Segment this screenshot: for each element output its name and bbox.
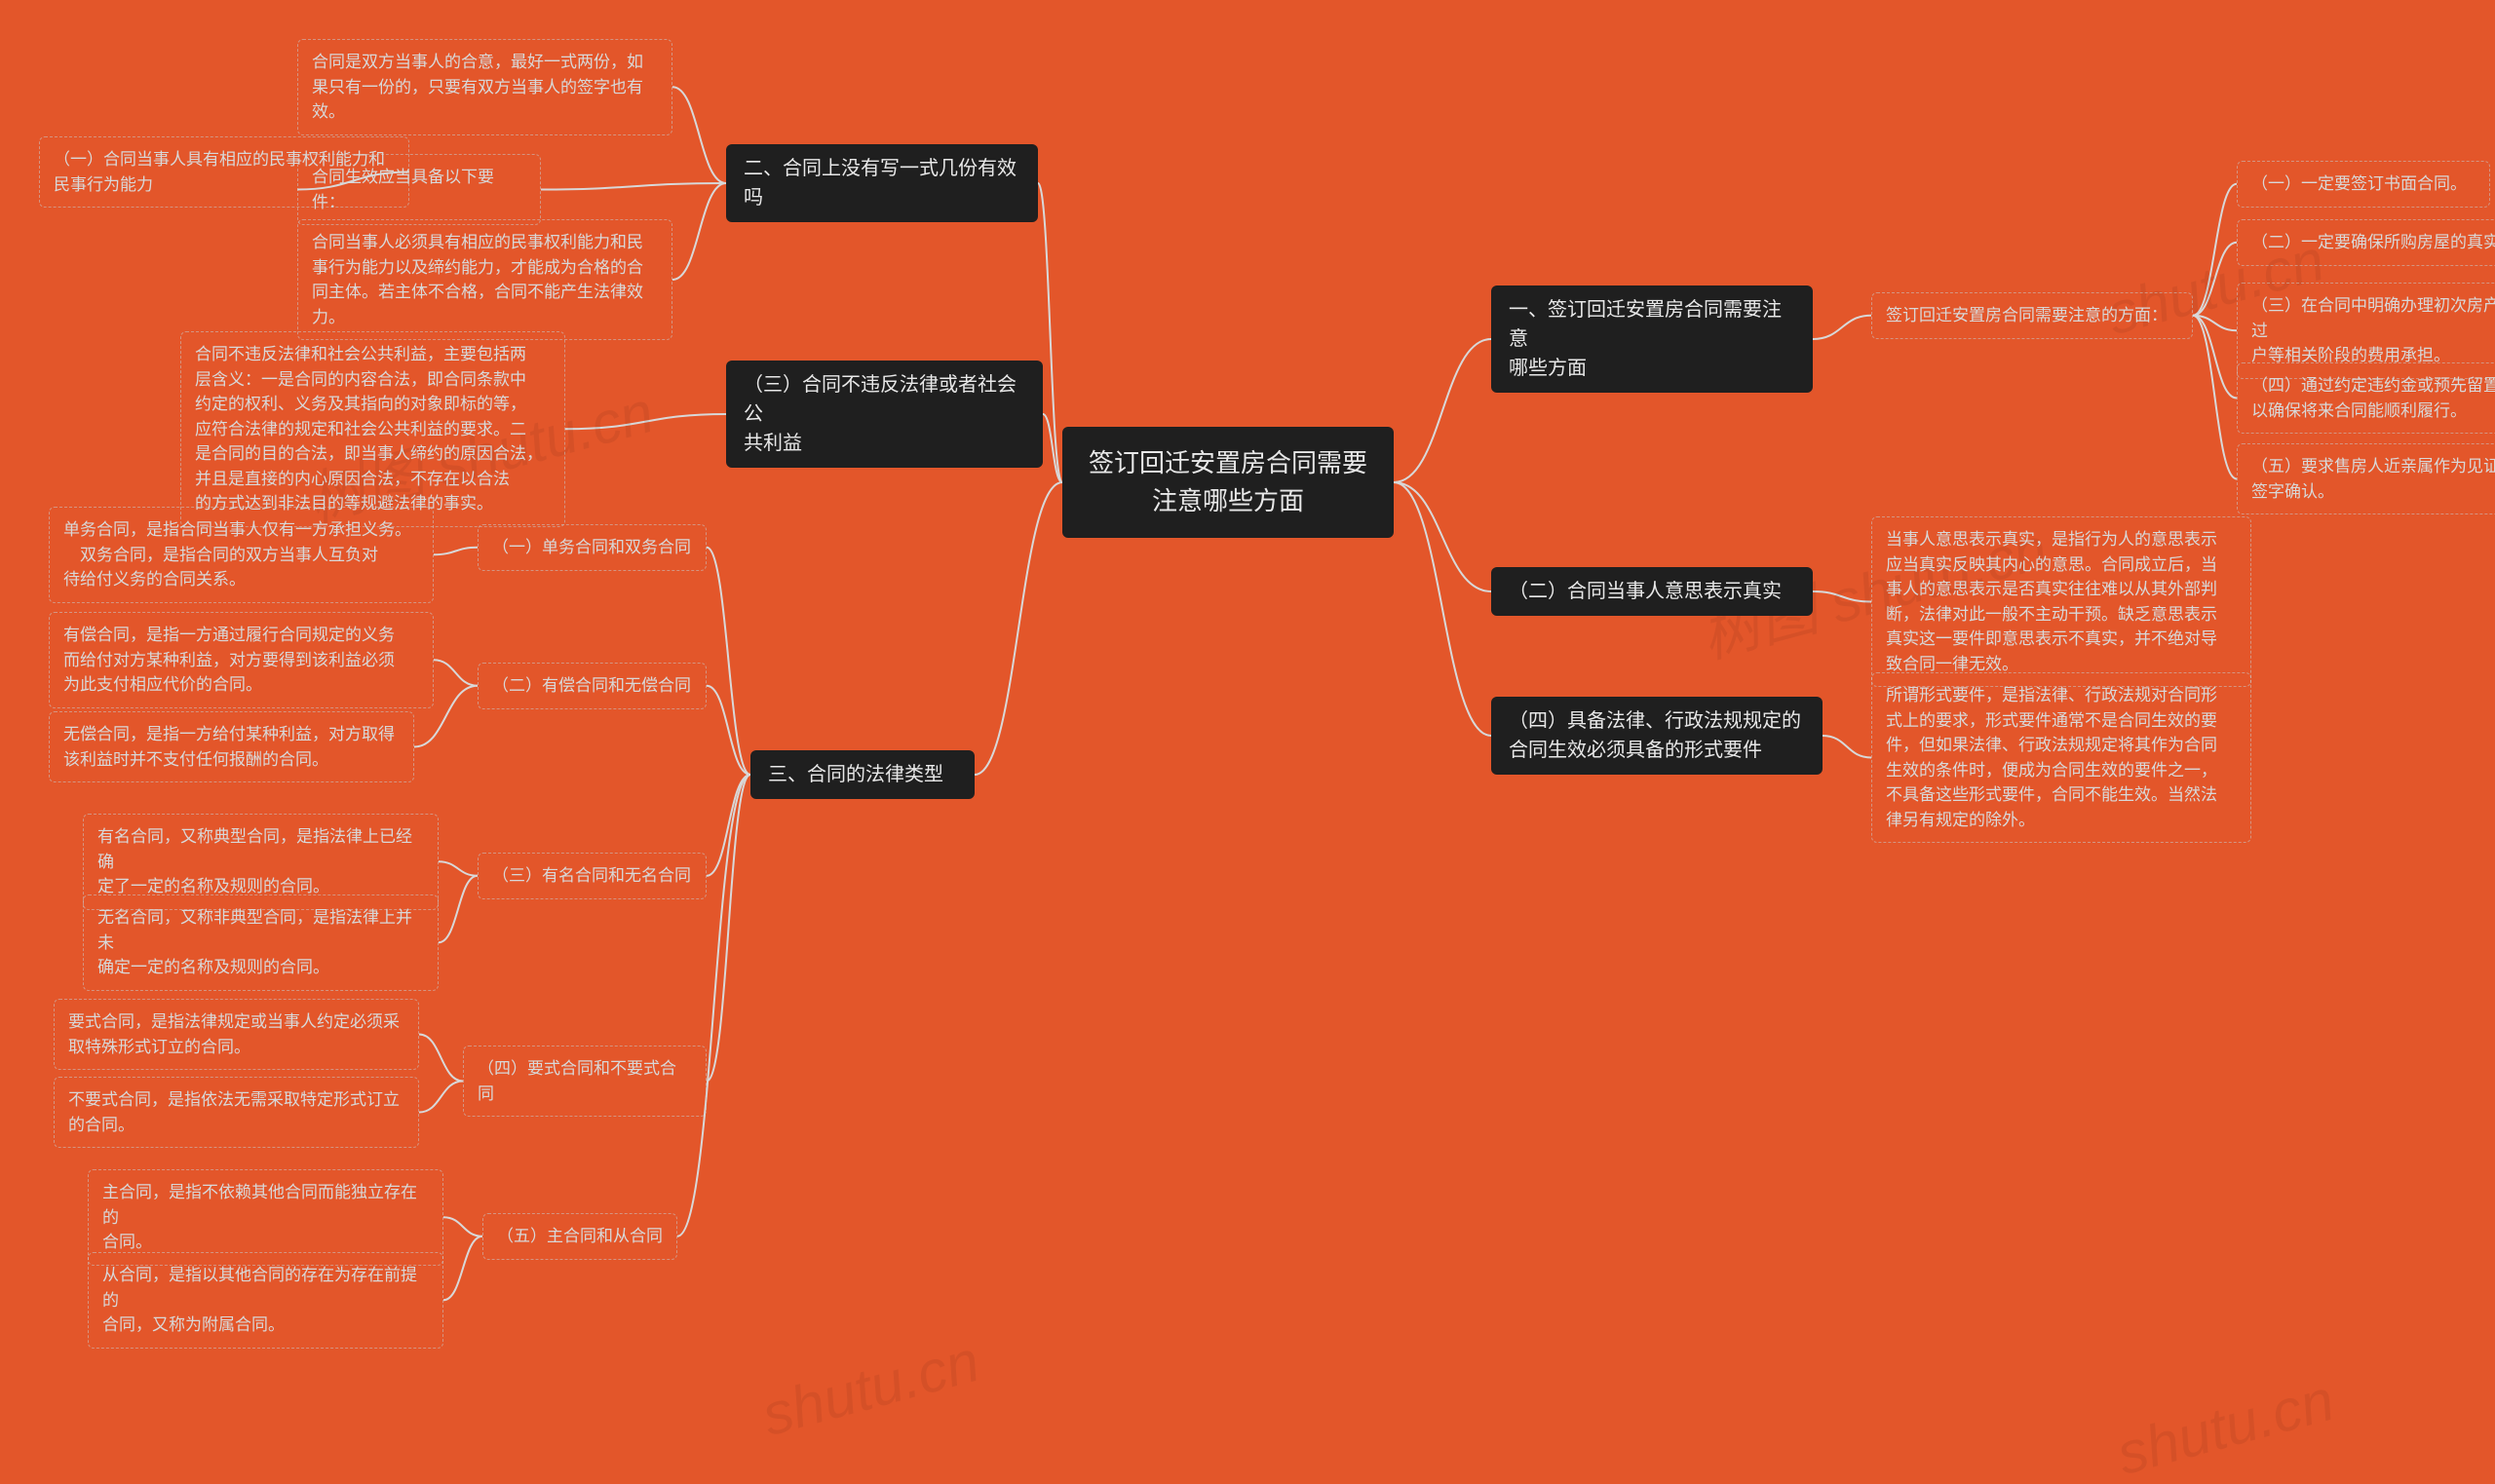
r1a5: （五）要求售房人近亲属作为见证人在合同上签字确认。	[2237, 443, 2495, 514]
l3d1: 要式合同，是指法律规定或当事人约定必须采取特殊形式订立的合同。	[54, 999, 419, 1070]
watermark: shutu.cn	[2110, 1366, 2341, 1484]
l3a1: 单务合同，是指合同当事人仅有一方承担义务。 双务合同，是指合同的双方当事人互负对…	[49, 507, 434, 603]
l3a: （一）单务合同和双务合同	[478, 524, 707, 571]
connector	[443, 1237, 482, 1301]
connector	[1394, 339, 1491, 482]
connector	[672, 87, 726, 183]
l3d2: 不要式合同，是指依法无需采取特定形式订立的合同。	[54, 1077, 419, 1148]
connector	[443, 1217, 482, 1237]
l1a: 合同是双方当事人的合意，最好一式两份，如果只有一份的，只要有双方当事人的签字也有…	[297, 39, 672, 135]
l3: 三、合同的法律类型	[750, 750, 975, 799]
connector	[541, 183, 726, 190]
r2a: 当事人意思表示真实，是指行为人的意思表示应当真实反映其内心的意思。合同成立后，当…	[1871, 516, 2251, 687]
connector	[419, 1035, 463, 1082]
connector	[439, 876, 478, 943]
l3b: （二）有偿合同和无偿合同	[478, 663, 707, 709]
watermark: shutu.cn	[755, 1327, 986, 1449]
connector	[707, 775, 750, 876]
connector	[1043, 414, 1062, 482]
connector	[1813, 316, 1871, 339]
l3b1: 有偿合同，是指一方通过履行合同规定的义务而给付对方某种利益，对方要得到该利益必须…	[49, 612, 434, 708]
l3e: （五）主合同和从合同	[482, 1213, 677, 1260]
connector	[1823, 736, 1871, 758]
connector	[975, 482, 1062, 775]
center-node: 签订回迁安置房合同需要注意哪些方面	[1062, 427, 1394, 538]
connector	[1394, 482, 1491, 736]
connector	[1394, 482, 1491, 591]
connector	[677, 775, 750, 1237]
connector	[439, 861, 478, 876]
r1a2: （二）一定要确保所购房屋的真实性。	[2237, 219, 2495, 266]
r1a4: （四）通过约定违约金或预先留置部分购房款以确保将来合同能顺利履行。	[2237, 362, 2495, 434]
connector	[2193, 184, 2237, 316]
r3a: 所谓形式要件，是指法律、行政法规对合同形式上的要求，形式要件通常不是合同生效的要…	[1871, 672, 2251, 843]
l3d: （四）要式合同和不要式合同	[463, 1046, 707, 1117]
l1: 二、合同上没有写一式几份有效吗	[726, 144, 1038, 222]
connector	[2193, 316, 2237, 479]
connector	[434, 548, 478, 555]
connector	[1813, 591, 1871, 602]
connector	[707, 686, 750, 775]
connector	[419, 1082, 463, 1113]
l2: （三）合同不违反法律或者社会公共利益	[726, 361, 1043, 468]
l3c: （三）有名合同和无名合同	[478, 853, 707, 899]
connector	[707, 548, 750, 775]
l3b2: 无偿合同，是指一方给付某种利益，对方取得该利益时并不支付任何报酬的合同。	[49, 711, 414, 782]
l3e1: 主合同，是指不依赖其他合同而能独立存在的合同。	[88, 1169, 443, 1266]
r1a1: （一）一定要签订书面合同。	[2237, 161, 2490, 208]
r3: （四）具备法律、行政法规规定的合同生效必须具备的形式要件	[1491, 697, 1823, 775]
l1c: 合同当事人必须具有相应的民事权利能力和民事行为能力以及缔约能力，才能成为合格的合…	[297, 219, 672, 340]
connector	[2193, 316, 2237, 331]
r1a: 签订回迁安置房合同需要注意的方面：	[1871, 292, 2193, 339]
connector	[2193, 243, 2237, 316]
l1b1: （一）合同当事人具有相应的民事权利能力和民事行为能力	[39, 136, 409, 208]
l3c2: 无名合同，又称非典型合同，是指法律上并未确定一定的名称及规则的合同。	[83, 894, 439, 991]
connector	[2193, 316, 2237, 399]
r2: （二）合同当事人意思表示真实	[1491, 567, 1813, 616]
connector	[707, 775, 750, 1082]
connector	[434, 660, 478, 686]
connector	[565, 414, 726, 429]
l2a: 合同不违反法律和社会公共利益，主要包括两层含义：一是合同的内容合法，即合同条款中…	[180, 331, 565, 527]
l3e2: 从合同，是指以其他合同的存在为存在前提的合同，又称为附属合同。	[88, 1252, 443, 1349]
r1: 一、签订回迁安置房合同需要注意哪些方面	[1491, 285, 1813, 393]
connector	[672, 183, 726, 280]
